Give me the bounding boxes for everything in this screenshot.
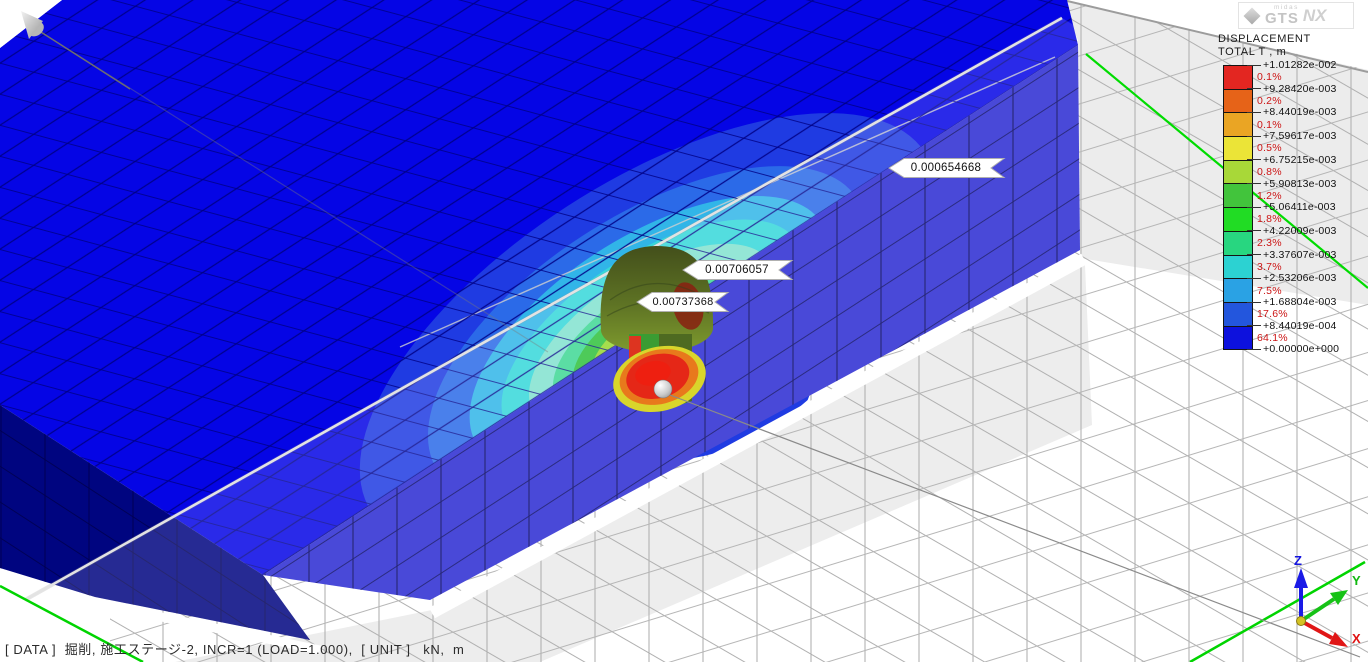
legend-percent: 64.1% (1257, 331, 1288, 344)
legend-band: 64.1% (1224, 326, 1288, 350)
probe-sphere (653, 379, 673, 399)
legend-band: 0.2% (1224, 89, 1282, 114)
legend-band: 7.5% (1224, 279, 1282, 303)
arrow-cone (21, 11, 43, 39)
legend-value: +5.90813e-003 (1263, 177, 1337, 190)
legend-value: +2.53206e-003 (1263, 272, 1337, 285)
legend-percent: 0.8% (1257, 166, 1282, 179)
logo-nx-text: NX (1302, 5, 1327, 25)
midas-gts-nx-logo: midas GTS NX (1238, 2, 1354, 29)
x-axis-arrow (1329, 632, 1348, 647)
logo-midas-text: midas (1274, 3, 1299, 11)
legend-percent: 2.3% (1257, 237, 1282, 250)
legend-percent: 3.7% (1257, 260, 1282, 273)
probe-leader-line (669, 394, 1361, 658)
cut-plane-edge (24, 16, 1063, 602)
probe-flag-3-value[interactable]: 0.00737368 (652, 296, 714, 308)
plane-normal-arrow (0, 0, 549, 353)
probe-flag-1[interactable] (888, 158, 1006, 178)
z-axis-label: Z (1294, 553, 1303, 568)
coordinate-triad (1294, 568, 1348, 647)
legend-value: +0.00000e+000 (1263, 343, 1340, 356)
probe-flag-2[interactable] (682, 260, 794, 280)
legend-color-bar: 0.1% 0.2% 0.1% 0.5% 0.8% 1.2% 1.8% 2.3% … (1223, 65, 1288, 351)
model-boundary-edge-green (1189, 560, 1366, 664)
probe-flag-2-value[interactable]: 0.00706057 (705, 264, 769, 276)
legend-percent: 1.2% (1257, 189, 1282, 202)
legend-percent: 1.8% (1257, 213, 1282, 226)
legend-value: +6.75215e-003 (1263, 153, 1337, 166)
legend-value: +3.37607e-003 (1263, 248, 1337, 261)
probe-flag-1-value[interactable]: 0.000654668 (910, 162, 982, 174)
model-boundary-edge-green (0, 584, 144, 664)
legend-band: 0.1% (1224, 66, 1282, 90)
legend-percent: 0.1% (1257, 118, 1282, 131)
legend-value: +7.59617e-003 (1263, 130, 1337, 143)
midas-diamond-icon (1243, 7, 1261, 24)
triad-origin (1296, 616, 1306, 626)
legend-band: 1.2% (1224, 184, 1282, 209)
excavation-pit (600, 246, 714, 413)
legend-band: 3.7% (1224, 255, 1282, 280)
z-axis-arrow (1294, 568, 1308, 588)
legend-band: 0.1% (1224, 113, 1282, 138)
legend-percent: 17.6% (1257, 308, 1288, 321)
legend-percent: 0.5% (1257, 142, 1282, 155)
legend-percent: 0.2% (1257, 95, 1282, 108)
legend-title: DISPLACEMENT TOTAL T , m (1218, 33, 1311, 58)
legend-band: 0.5% (1224, 137, 1282, 161)
x-axis-label: X (1352, 631, 1362, 646)
probe-flag-3[interactable] (636, 292, 730, 312)
legend-value: +5.06411e-003 (1263, 201, 1336, 214)
legend-band: 2.3% (1224, 231, 1282, 256)
legend-band: 1.8% (1224, 208, 1282, 232)
legend-value: +8.44019e-003 (1263, 106, 1337, 119)
pit-bottom-hotspot (613, 345, 706, 413)
logo-gts-text: GTS (1265, 10, 1299, 28)
legend-band: 17.6% (1224, 302, 1288, 327)
status-bar: [ DATA ] 掘削, 施工ステージ-2, INCR=1 (LOAD=1.00… (5, 642, 465, 657)
legend-percent: 7.5% (1257, 284, 1282, 297)
legend-percent: 0.1% (1257, 71, 1282, 84)
legend-value: +1.68804e-003 (1263, 296, 1337, 308)
legend-value: +9.28420e-003 (1263, 82, 1337, 95)
legend-band: 0.8% (1224, 160, 1282, 185)
legend-value: +8.44019e-004 (1263, 319, 1337, 332)
y-axis-label: Y (1352, 573, 1362, 588)
legend-value: +4.22009e-003 (1263, 224, 1337, 237)
y-axis-arrow (1330, 590, 1348, 605)
ghost-top-edge (1062, 0, 1368, 73)
probe-flags (636, 158, 1006, 312)
legend-value: +1.01282e-002 (1263, 59, 1337, 71)
